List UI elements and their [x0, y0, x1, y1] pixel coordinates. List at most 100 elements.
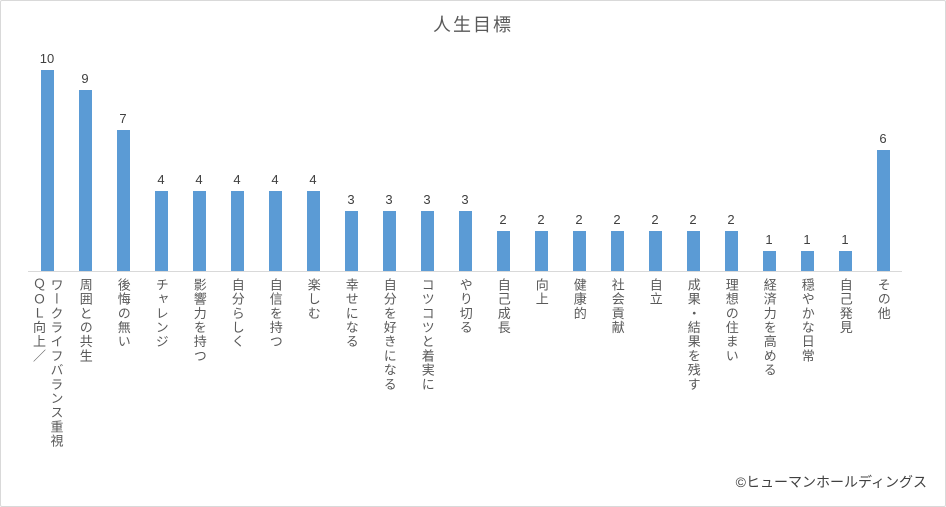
bar-value-label: 2: [689, 211, 697, 227]
category-label: 自分を好きになる: [381, 278, 397, 392]
bar-slot: 1: [788, 47, 826, 271]
category-label: 幸せになる: [343, 278, 359, 349]
category-slot: 自己成長: [484, 278, 522, 504]
bar: [40, 70, 54, 271]
bar-slot: 2: [598, 47, 636, 271]
bar-slot: 4: [142, 47, 180, 271]
category-label: 向上: [533, 278, 549, 307]
bar-value-label: 6: [879, 131, 887, 147]
bar: [306, 190, 320, 271]
bar: [382, 210, 396, 271]
bar-value-label: 4: [309, 171, 317, 187]
category-slot: 経済力を高める: [750, 278, 788, 504]
bar-slot: 1: [750, 47, 788, 271]
bar: [496, 230, 510, 271]
category-slot: チャレンジ: [142, 278, 180, 504]
bar: [724, 230, 738, 271]
bar: [800, 250, 814, 271]
bar-slot: 2: [674, 47, 712, 271]
category-label: やり切る: [457, 278, 473, 335]
bar-value-label: 2: [727, 211, 735, 227]
category-slot: 健康的: [560, 278, 598, 504]
bar: [610, 230, 624, 271]
category-label: 周囲との共生: [77, 278, 93, 364]
bar: [838, 250, 852, 271]
category-slot: 周囲との共生: [66, 278, 104, 504]
bar-slot: 6: [864, 47, 902, 271]
bar-value-label: 2: [499, 211, 507, 227]
bar: [572, 230, 586, 271]
category-label: 影響力を持つ: [191, 278, 207, 364]
bar-value-label: 1: [803, 231, 811, 247]
bar-value-label: 3: [347, 191, 355, 207]
plot-area: 10 9 7 4 4 4 4 4 3 3 3 3 2 2 2 2 2 2 2 1 1 1 6: [28, 47, 902, 271]
bar-value-label: 2: [613, 211, 621, 227]
bar-value-label: 2: [575, 211, 583, 227]
category-slot: 自分らしく: [218, 278, 256, 504]
category-label: 自己発見: [837, 278, 853, 335]
bar-value-label: 1: [765, 231, 773, 247]
bar-value-label: 2: [537, 211, 545, 227]
category-slot: 自己発見: [826, 278, 864, 504]
category-slot: 自信を持つ: [256, 278, 294, 504]
category-slot: ＱＯＬ向上／ ワークライフバランス重視: [28, 278, 66, 504]
category-label: 楽しむ: [305, 278, 321, 321]
category-label: チャレンジ: [153, 278, 169, 349]
bar-slot: 3: [332, 47, 370, 271]
bar: [154, 190, 168, 271]
category-label: 後悔の無い: [115, 278, 131, 349]
category-slot: 向上: [522, 278, 560, 504]
category-slot: その他: [864, 278, 902, 504]
bar-slot: 2: [712, 47, 750, 271]
bar-value-label: 2: [651, 211, 659, 227]
bar-slot: 2: [636, 47, 674, 271]
category-label: 自分らしく: [229, 278, 245, 349]
category-label: 自立: [647, 278, 663, 307]
bar-slot: 4: [218, 47, 256, 271]
bar-slot: 4: [294, 47, 332, 271]
bar: [344, 210, 358, 271]
bar-slot: 10: [28, 47, 66, 271]
category-slot: 穏やかな日常: [788, 278, 826, 504]
bar-value-label: 4: [233, 171, 241, 187]
category-slot: 楽しむ: [294, 278, 332, 504]
category-slot: 理想の住まい: [712, 278, 750, 504]
category-slot: 自立: [636, 278, 674, 504]
bar-slot: 4: [180, 47, 218, 271]
category-label: 健康的: [571, 278, 587, 321]
bar: [534, 230, 548, 271]
copyright-credit: ©ヒューマンホールディングス: [735, 474, 927, 490]
bar-value-label: 1: [841, 231, 849, 247]
category-axis: ＱＯＬ向上／ ワークライフバランス重視 周囲との共生 後悔の無い チャレンジ 影響力を持…: [28, 278, 902, 504]
bar-value-label: 4: [195, 171, 203, 187]
bar: [230, 190, 244, 271]
category-label: ＱＯＬ向上／ ワークライフバランス重視: [31, 278, 64, 449]
bar-slot: 4: [256, 47, 294, 271]
bar-slot: 1: [826, 47, 864, 271]
bar-slot: 2: [484, 47, 522, 271]
bar-value-label: 3: [461, 191, 469, 207]
category-slot: 後悔の無い: [104, 278, 142, 504]
category-label: 自信を持つ: [267, 278, 283, 349]
category-slot: コツコツと着実に: [408, 278, 446, 504]
bar-slot: 9: [66, 47, 104, 271]
bar-value-label: 4: [271, 171, 279, 187]
bar-value-label: 3: [385, 191, 393, 207]
bar: [420, 210, 434, 271]
bar: [268, 190, 282, 271]
bar-value-label: 3: [423, 191, 431, 207]
chart-title: 人生目標: [433, 15, 513, 35]
bar: [762, 250, 776, 271]
bar-value-label: 4: [157, 171, 165, 187]
category-slot: やり切る: [446, 278, 484, 504]
category-label: 成果・結果を残す: [685, 278, 701, 392]
bar: [648, 230, 662, 271]
category-label: 理想の住まい: [723, 278, 739, 364]
category-label: 経済力を高める: [761, 278, 777, 378]
category-label: 社会貢献: [609, 278, 625, 335]
bar-slot: 2: [560, 47, 598, 271]
bar-value-label: 9: [81, 71, 89, 87]
bar: [876, 150, 890, 271]
x-axis-line: [28, 271, 902, 272]
